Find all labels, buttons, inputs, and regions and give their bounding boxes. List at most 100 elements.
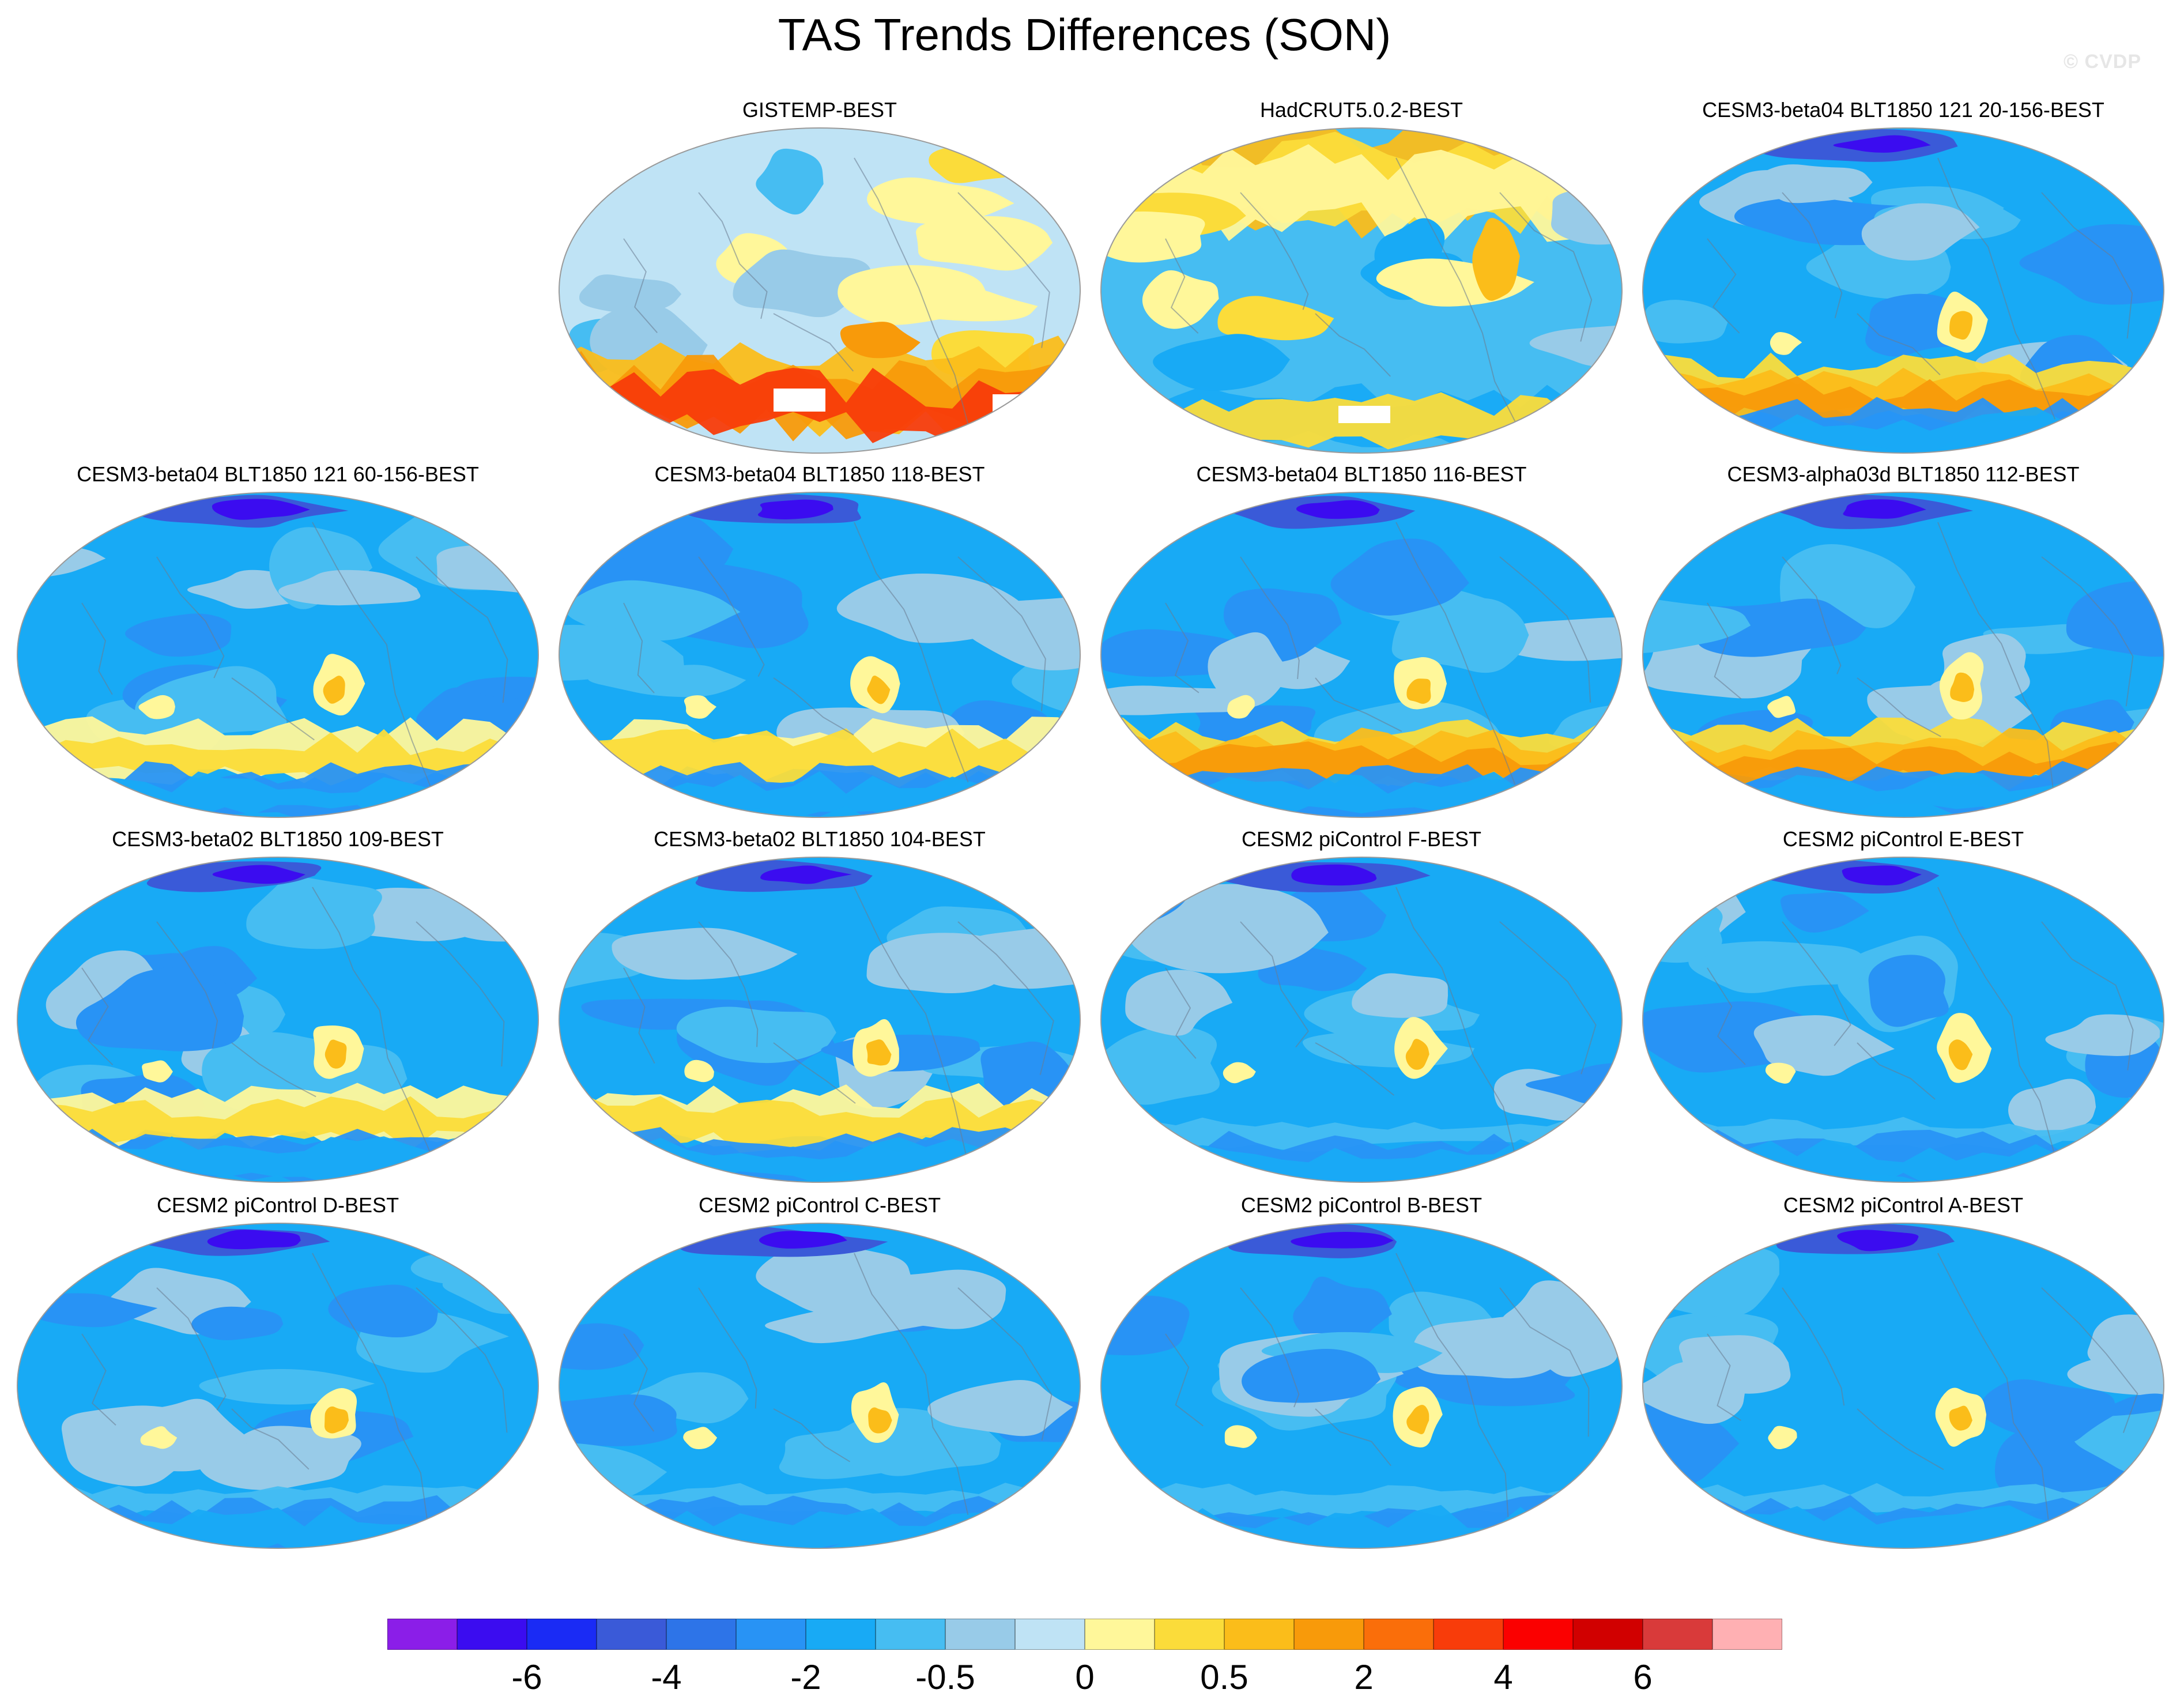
robinson-map [559,127,1081,454]
panel-title: CESM3-beta02 BLT1850 104-BEST [654,827,986,851]
coastline [1499,192,1593,342]
coastline [1165,1333,1204,1427]
colorbar [387,1619,1782,1650]
colorbar-box [1503,1619,1573,1650]
colorbar-box [666,1619,736,1650]
map-panel: CESM3-beta04 BLT1850 118-BEST [554,461,1085,824]
colorbar-box [527,1619,597,1650]
southern-band [1643,741,2164,790]
map-field [1101,128,1622,453]
colorbar-box [1224,1619,1294,1650]
coastline [698,192,768,319]
map-panel: CESM3-beta04 BLT1850 121 20-156-BEST [1638,97,2168,460]
coastline [623,1333,655,1432]
coastline [957,921,1054,1075]
coastline [1165,238,1199,334]
map-field [1643,492,2164,817]
coastline [81,602,113,695]
coastline [1315,1042,1395,1096]
anomaly-blob [1125,970,1233,1036]
colorbar-box [1364,1619,1434,1650]
coastline [1857,1408,1944,1471]
coastline [1857,313,1941,376]
coastline [156,1287,227,1411]
anomaly-blob [1101,1295,1190,1356]
map-field [1643,857,2164,1182]
anomaly-blob [1227,695,1255,719]
southern-band [17,1096,538,1151]
arctic-cold [760,865,852,884]
map-outline [1100,127,1623,454]
anomaly-blob [1500,1280,1607,1356]
anomaly-blob [278,570,421,606]
watermark: © CVDP [2064,51,2141,73]
anomaly-blob [684,1060,714,1083]
panel-title: CESM2 piControl E-BEST [1782,827,2024,851]
map-field [559,492,1080,817]
colorbar-tick-label: 6 [1633,1658,1653,1696]
colorbar-box [1155,1619,1224,1650]
coastline [1937,1253,2049,1520]
map-panel: CESM3-alpha03d BLT1850 112-BEST [1638,461,2168,824]
anomaly-blob [125,613,232,657]
anomaly-blob [1645,300,1728,344]
map-panel: CESM3-beta04 BLT1850 121 60-156-BEST [13,461,543,824]
coastline [416,921,505,1067]
anomaly-blob [1027,145,1080,203]
anomaly-blob [2008,1079,2096,1136]
coastline [1315,1408,1391,1466]
arctic-cold [1843,499,1926,519]
robinson-map [1642,127,2164,454]
anomaly-blob [1487,617,1622,661]
anomaly-blob [324,1406,349,1434]
coastline [1165,967,1197,1059]
anomaly-blob [916,216,1053,271]
coastline [698,1287,757,1409]
anomaly-blob [1767,696,1796,718]
colorbar-box [1643,1619,1712,1650]
coastline [156,556,225,678]
robinson-map [17,492,539,818]
colorbar-box [1294,1619,1364,1650]
colorbar-tick-label: -0.5 [915,1658,975,1696]
map-panel: CESM2 piControl D-BEST [13,1192,543,1555]
colorbar-box [387,1619,457,1650]
anomaly-blob [1949,1405,1972,1431]
panel-title: GISTEMP-BEST [742,98,897,122]
coastline [773,1042,856,1104]
colorbar-tick-label: -4 [651,1658,682,1696]
anomaly-blob [1242,1349,1381,1403]
panel-title: CESM3-beta02 BLT1850 109-BEST [112,827,444,851]
anomaly-blob [1949,311,1973,340]
panel-title: CESM3-beta04 BLT1850 116-BEST [1196,462,1527,486]
coastline [1499,556,1591,703]
map-panel: CESM3-beta02 BLT1850 104-BEST [554,826,1085,1189]
map-outline [559,127,1081,454]
coastline [957,556,1046,711]
anomaly-blob [1405,1039,1429,1070]
anomaly-blob [246,877,382,949]
map-field [17,857,538,1182]
coastline [854,887,967,1156]
map-panel: CESM2 piControl C-BEST [554,1192,1085,1555]
colorbar-tick-label: -2 [790,1658,821,1696]
map-outline [1100,1223,1623,1549]
anomaly-blob [436,543,538,595]
anomaly-blob [1526,1062,1622,1106]
coastline [623,238,658,333]
southern-band [559,728,1080,789]
antarctic-band [559,1508,1080,1548]
arctic-cold [757,499,833,519]
anomaly-blob [1406,1405,1429,1435]
coastline [1240,192,1309,310]
coastline [416,1287,508,1433]
anomaly-blob [325,1039,347,1069]
map-panel: GISTEMP-BEST [554,97,1085,460]
coastline [1857,1042,1936,1100]
anomaly-blob [1643,892,1723,963]
coastline [1395,157,1516,422]
map-panel: CESM2 piControl E-BEST [1638,826,2168,1189]
coastline [957,1287,1053,1441]
panel-title: CESM3-alpha03d BLT1850 112-BEST [1727,462,2080,486]
coastline [1707,238,1740,334]
